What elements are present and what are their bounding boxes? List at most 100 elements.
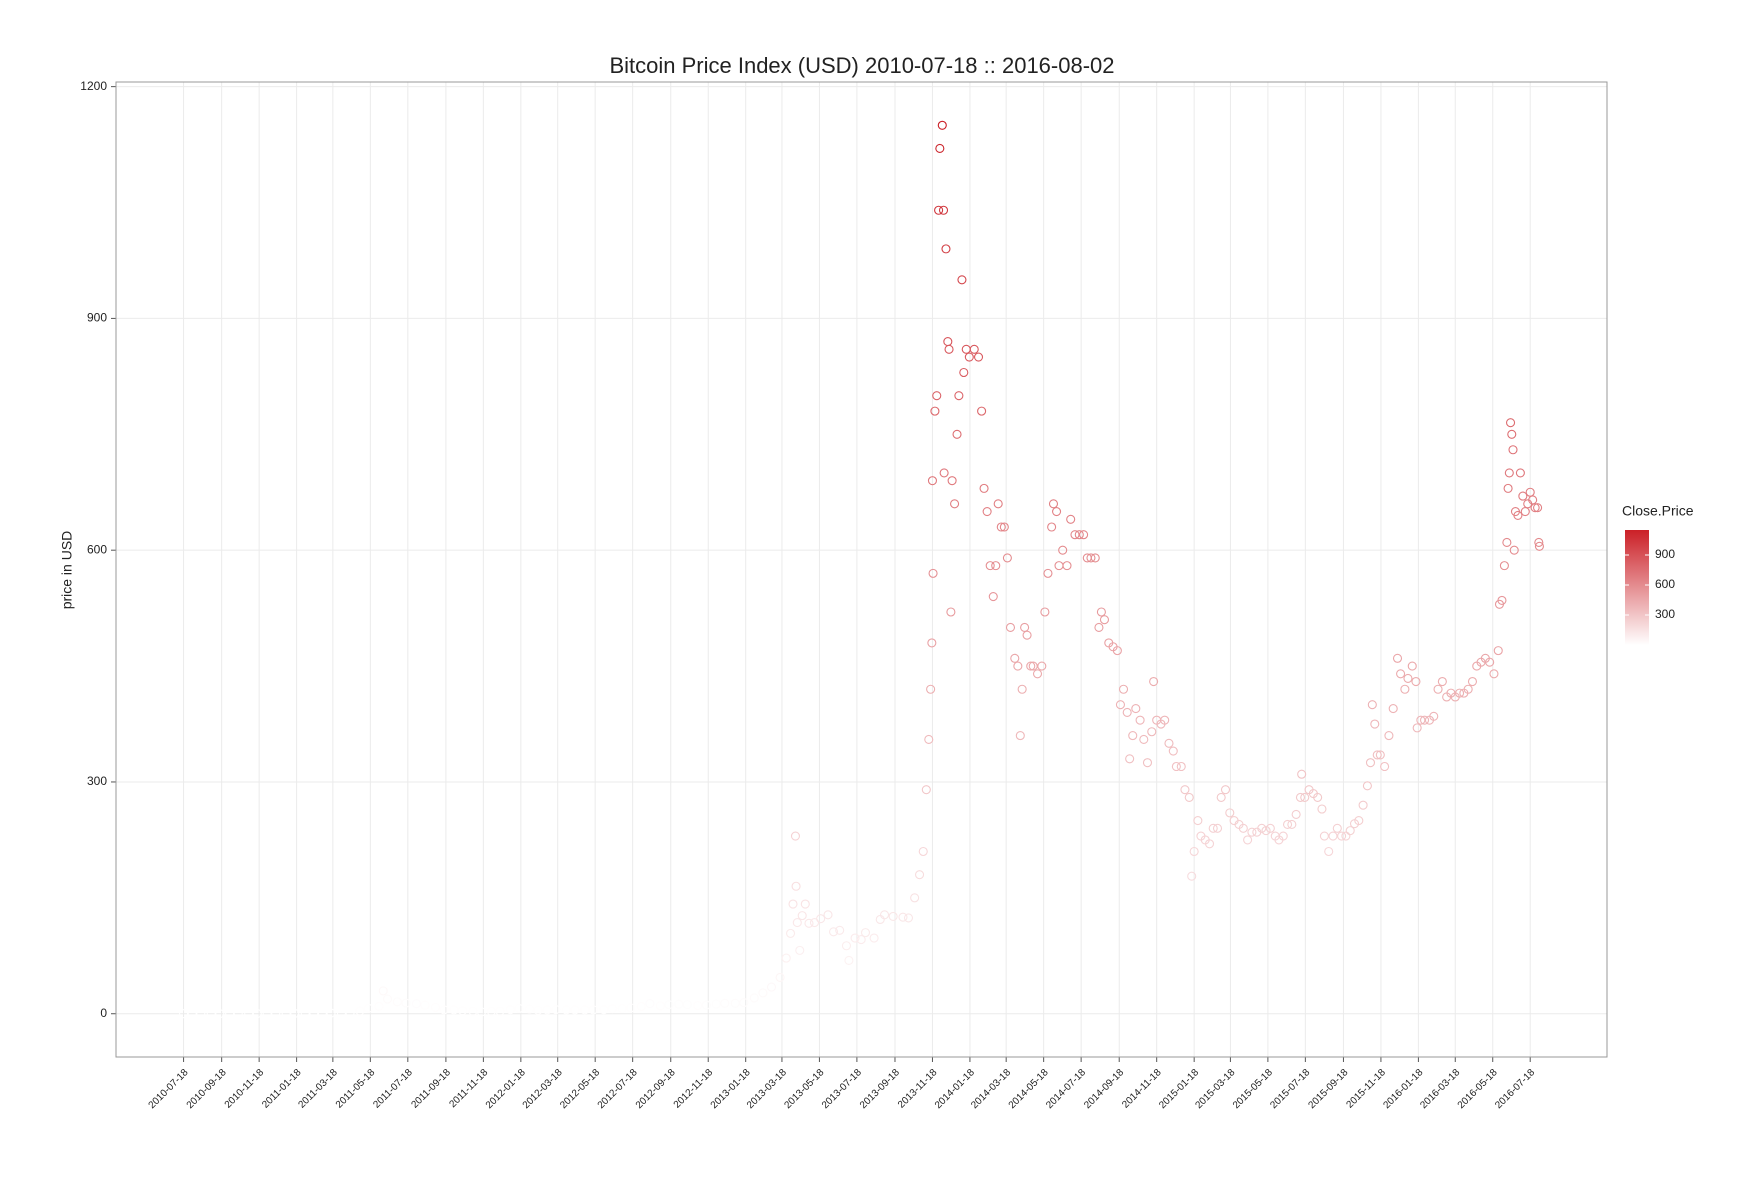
point — [1530, 503, 1540, 513]
point — [674, 999, 684, 1009]
point — [1265, 823, 1275, 833]
point — [841, 941, 851, 951]
point — [225, 1009, 235, 1019]
point — [1238, 823, 1248, 833]
point — [1010, 653, 1020, 663]
point — [926, 684, 936, 694]
point — [290, 1008, 300, 1018]
point — [766, 982, 777, 992]
point — [1096, 607, 1106, 617]
point — [1392, 653, 1403, 663]
point — [947, 476, 957, 486]
point — [1509, 545, 1519, 555]
point — [1367, 700, 1377, 710]
point — [928, 568, 938, 578]
point — [588, 1005, 598, 1015]
point — [457, 1006, 468, 1016]
x-tick-label: 2011-03-18 — [296, 1067, 340, 1111]
point — [1433, 684, 1443, 694]
y-tick-label: 300 — [87, 774, 107, 788]
point — [1515, 468, 1525, 478]
point — [1319, 831, 1329, 841]
point — [1135, 715, 1145, 725]
point — [775, 972, 785, 982]
point — [626, 1003, 636, 1013]
point — [1513, 510, 1523, 520]
point — [701, 1000, 711, 1010]
point — [1112, 646, 1122, 656]
point — [1013, 661, 1023, 671]
point — [898, 912, 908, 922]
point — [580, 1005, 590, 1015]
point — [374, 1001, 384, 1011]
x-tick-label: 2011-09-18 — [409, 1067, 453, 1111]
point — [495, 1006, 505, 1016]
point — [271, 1008, 281, 1019]
x-tick-label: 2014-07-18 — [1044, 1067, 1088, 1111]
point — [973, 352, 984, 362]
point — [476, 1007, 487, 1017]
point — [1212, 823, 1223, 833]
point — [927, 638, 937, 648]
point — [196, 1009, 206, 1019]
point — [1118, 684, 1129, 694]
point — [1396, 669, 1406, 679]
y-tick-label: 0 — [100, 1006, 107, 1020]
point — [999, 522, 1009, 532]
point — [1058, 545, 1068, 555]
point — [1358, 800, 1368, 810]
point — [823, 910, 833, 920]
point — [1375, 750, 1385, 760]
point — [952, 429, 962, 439]
point — [918, 846, 928, 857]
point — [1313, 792, 1323, 802]
panel-border — [115, 81, 1608, 1058]
point — [1412, 723, 1422, 733]
point — [1066, 514, 1076, 524]
x-tick-label: 2010-11-18 — [223, 1067, 267, 1111]
point — [1384, 731, 1394, 741]
point — [964, 352, 974, 362]
point — [486, 1006, 496, 1016]
point — [1005, 622, 1016, 632]
point — [1502, 537, 1512, 548]
point — [1002, 553, 1012, 563]
point — [1291, 809, 1301, 819]
point — [1297, 769, 1307, 779]
point — [781, 953, 791, 963]
point — [1220, 785, 1231, 795]
point — [961, 344, 971, 354]
point — [730, 998, 740, 1008]
point — [468, 1006, 478, 1016]
x-tick-label: 2011-07-18 — [371, 1067, 415, 1111]
point — [1485, 657, 1495, 667]
point — [382, 994, 393, 1004]
point — [1295, 792, 1305, 802]
x-tick-label: 2010-07-18 — [147, 1067, 191, 1111]
point — [950, 499, 960, 509]
point — [996, 522, 1006, 532]
point — [1216, 792, 1226, 802]
point — [1507, 429, 1517, 439]
point — [985, 561, 995, 571]
point — [1020, 622, 1030, 632]
point — [797, 911, 807, 921]
point — [869, 933, 879, 943]
point — [411, 999, 421, 1009]
point — [788, 899, 798, 909]
point — [828, 927, 839, 937]
point — [785, 928, 796, 938]
x-tick-label: 2015-09-18 — [1306, 1067, 1350, 1111]
point — [739, 998, 749, 1008]
point — [969, 344, 979, 354]
point — [943, 337, 953, 347]
point — [655, 1001, 665, 1011]
point — [993, 499, 1003, 509]
point — [921, 785, 931, 795]
point — [934, 205, 944, 215]
point — [979, 483, 989, 493]
x-tick-label: 2016-07-18 — [1493, 1067, 1537, 1111]
x-tick-label: 2014-09-18 — [1082, 1067, 1126, 1111]
point — [1074, 530, 1084, 540]
